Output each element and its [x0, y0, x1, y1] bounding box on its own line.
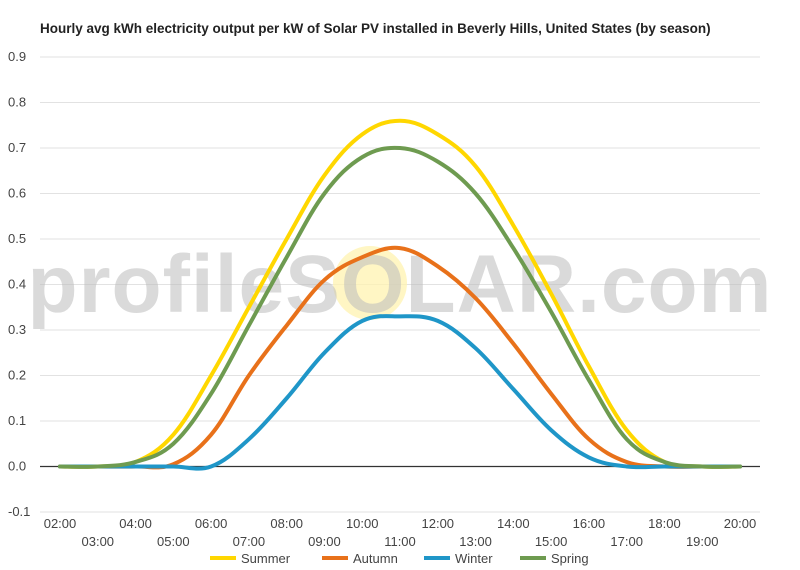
y-tick-label: 0.4	[8, 277, 26, 292]
y-tick-label: 0.8	[8, 95, 26, 110]
legend-label-autumn: Autumn	[353, 551, 398, 566]
x-tick-label: 04:00	[119, 516, 152, 531]
legend-label-winter: Winter	[455, 551, 493, 566]
y-tick-label: -0.1	[8, 504, 30, 519]
series-line-winter	[58, 314, 742, 471]
x-tick-label: 14:00	[497, 516, 530, 531]
x-tick-label: 12:00	[422, 516, 455, 531]
y-tick-label: 0.3	[8, 322, 26, 337]
y-tick-label: 0.0	[8, 459, 26, 474]
y-tick-label: 0.6	[8, 186, 26, 201]
x-axis: 02:00 03:00 04:00 05:00 06:00 07:00 08:00 09:00…	[44, 516, 757, 549]
y-tick-label: 0.9	[8, 49, 26, 64]
legend: Summer Autumn Winter Spring	[210, 551, 589, 566]
series-line-autumn	[58, 245, 742, 470]
x-tick-label: 16:00	[573, 516, 606, 531]
x-tick-label: 15:00	[535, 534, 568, 549]
x-tick-label: 11:00	[384, 534, 416, 549]
series-line-spring	[58, 145, 742, 469]
x-tick-label: 20:00	[724, 516, 757, 531]
x-tick-label: 19:00	[686, 534, 719, 549]
y-tick-label: 0.2	[8, 368, 26, 383]
x-tick-label: 08:00	[270, 516, 303, 531]
x-tick-label: 18:00	[648, 516, 681, 531]
y-tick-label: 0.1	[8, 413, 26, 428]
y-tick-label: 0.7	[8, 140, 26, 155]
legend-label-spring: Spring	[551, 551, 589, 566]
x-tick-label: 03:00	[82, 534, 115, 549]
x-tick-label: 09:00	[308, 534, 341, 549]
y-axis: -0.1 0.0 0.1 0.2 0.3 0.4 0.5 0.6 0.7 0.8 0.9	[8, 49, 30, 519]
x-tick-label: 02:00	[44, 516, 77, 531]
legend-label-summer: Summer	[241, 551, 291, 566]
x-tick-label: 10:00	[346, 516, 379, 531]
y-tick-label: 0.5	[8, 231, 26, 246]
x-tick-label: 17:00	[610, 534, 643, 549]
x-tick-label: 05:00	[157, 534, 190, 549]
watermark-sun-icon	[333, 246, 407, 320]
x-tick-label: 06:00	[195, 516, 228, 531]
series-group	[58, 118, 742, 471]
x-tick-label: 13:00	[459, 534, 492, 549]
chart-title: Hourly avg kWh electricity output per kW…	[40, 21, 711, 36]
x-tick-label: 07:00	[233, 534, 266, 549]
series-line-summer	[58, 118, 742, 469]
